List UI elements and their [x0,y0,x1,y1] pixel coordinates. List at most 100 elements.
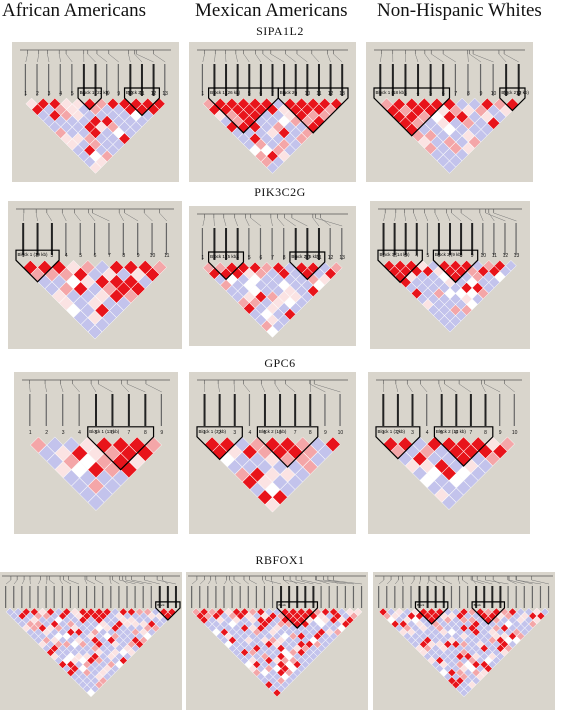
snp-number-label: 4 [236,91,239,97]
snp-name-marker [469,394,472,426]
snp-connector [327,53,331,63]
snp-number-label: 6 [442,91,445,97]
snp-name-marker [78,394,80,426]
snp-name-marker [36,64,38,96]
snp-name-marker [174,586,177,608]
snp-name-marker [236,64,239,96]
snp-number-label: 13 [339,91,345,97]
snp-number-label: 7 [449,253,452,259]
snp-name-marker [426,586,429,608]
snp-name-marker [404,223,407,255]
snp-name-marker [418,586,421,608]
snp-name-marker [95,394,97,426]
snp-name-marker [492,64,494,96]
snp-number-label: 13 [514,253,520,259]
snp-name-marker [203,394,206,426]
snp-connector [250,217,262,227]
snp-connector [214,53,216,63]
snp-connector [301,579,322,585]
haplotype-block-label: Block 1 (22 kb) [80,90,111,95]
snp-name-marker [379,64,382,96]
snp-name-marker [225,64,228,96]
snp-number-label: 4 [426,430,429,436]
snp-connector [13,579,18,585]
snp-name-marker [152,64,155,96]
snp-name-marker [531,586,533,608]
snp-connector [395,383,399,393]
snp-connector [144,579,160,585]
snp-name-marker [94,586,96,608]
snp-number-label: 8 [309,430,312,436]
snp-connector [380,53,382,63]
header-mexican-americans: Mexican Americans [195,0,348,21]
snp-name-marker [137,223,139,255]
snp-connector [243,579,249,585]
snp-name-marker [279,394,282,426]
snp-number-label: 9 [324,430,327,436]
snp-name-marker [126,586,128,608]
snp-connector [427,579,430,585]
ld-cell [505,259,517,272]
snp-name-marker [360,586,363,608]
snp-number-label: 3 [48,91,51,97]
snp-name-marker [482,223,484,255]
snp-number-label: 6 [259,91,262,97]
snp-connector [311,53,320,63]
snp-name-marker [13,586,15,608]
snp-connector [315,579,346,585]
ld-plot-pik3c2g-mexican-americans: 1 2 3 4 5 6 7 8 9 10 11 12 13 Block 1 (5 kb) Block 2 (… [189,206,356,346]
snp-name-marker [225,228,228,260]
snp-name-marker [434,586,437,608]
snp-connector [199,579,205,585]
snp-number-label: 2 [218,430,221,436]
haplotype-block-outline [196,426,243,461]
snp-number-label: 2 [45,430,48,436]
snp-name-marker [304,586,307,608]
haplotype-block-outline [87,426,155,471]
snp-name-marker [79,223,81,255]
snp-number-label: 4 [417,91,420,97]
snp-number-label: 1 [203,430,206,436]
snp-name-marker [483,586,486,608]
snp-number-label: 8 [106,91,109,97]
snp-number-label: 1 [24,91,27,97]
snp-number-label: 6 [82,91,85,97]
snp-name-marker [475,586,478,608]
snp-connector [438,383,442,393]
snp-connector [84,579,88,585]
snp-number-label: 4 [415,253,418,259]
snp-name-marker [213,64,216,96]
snp-name-marker [24,64,27,96]
snp-number-label: 8 [144,430,147,436]
snp-connector [29,383,31,393]
snp-name-marker [94,223,96,255]
snp-connector [315,217,343,227]
snp-connector [320,217,331,227]
haplotype-block-label: Block 1 (14 kb) [380,252,411,257]
snp-name-marker [499,394,501,426]
snp-name-marker [236,228,239,260]
snp-number-label: 11 [504,91,509,97]
ld-heatmap-svg: Block [188,575,366,698]
haplotype-block-label: Block 1 (13 kb) [89,429,120,434]
snp-name-marker [391,64,394,96]
snp-number-label: 12 [516,91,522,97]
snp-name-marker [259,64,262,96]
ld-cell [499,436,515,452]
snp-name-marker [239,586,241,608]
snp-connector [49,579,55,585]
snp-number-label: 7 [294,430,297,436]
ld-cell [325,436,341,453]
snp-connector [424,212,429,222]
snp-name-marker [341,228,343,260]
snp-name-marker [22,223,25,255]
snp-name-marker [77,586,80,608]
snp-name-marker [271,64,274,96]
snp-name-marker [45,394,47,426]
snp-name-marker [382,394,385,426]
snp-number-label: 7 [108,253,111,259]
snp-name-marker [117,64,119,96]
haplotype-block-outline [289,251,326,281]
ld-heatmap-svg: Block [2,575,181,698]
